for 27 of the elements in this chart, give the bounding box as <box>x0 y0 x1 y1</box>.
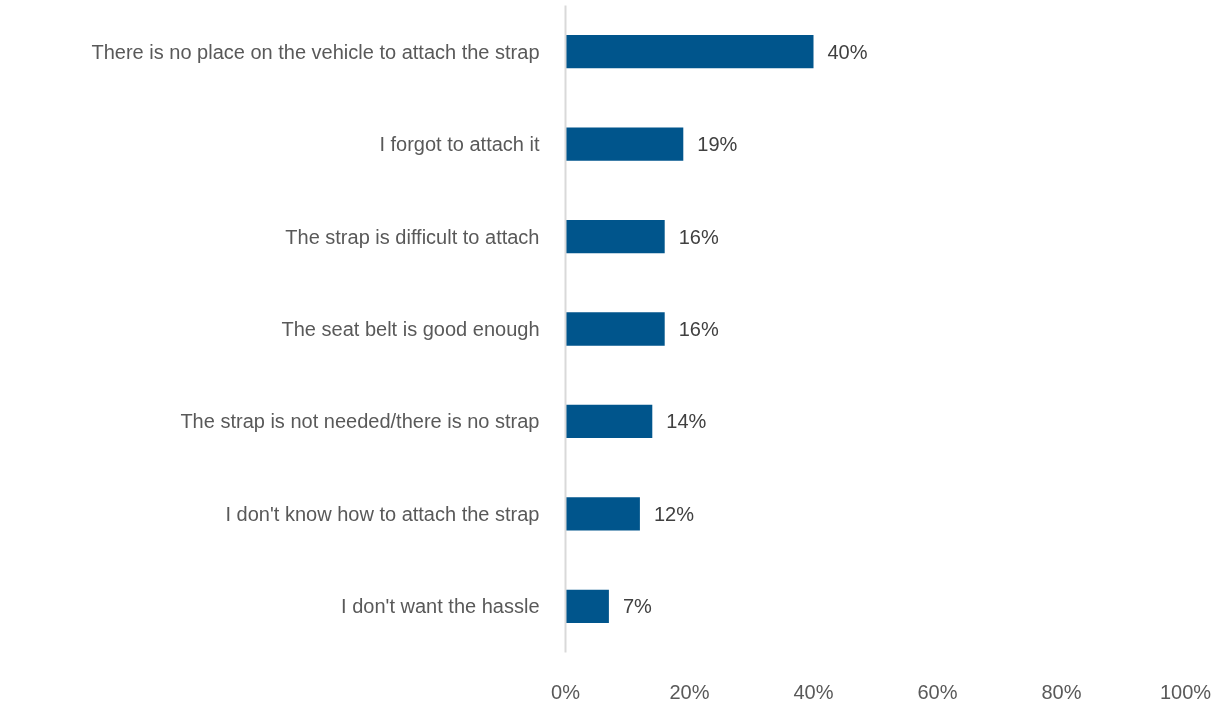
bar <box>565 589 609 623</box>
bar <box>565 219 665 254</box>
x-tick-label: 100% <box>1159 680 1212 703</box>
data-label: 14% <box>666 410 707 433</box>
y-tick-label: The seat belt is good enough <box>281 318 540 340</box>
y-tick-label: I don't know how to attach the strap <box>225 502 540 525</box>
y-tick-label: There is no place on the vehicle to attach the strap <box>91 40 540 63</box>
x-tick-label: 40% <box>793 680 834 703</box>
data-label: 16% <box>678 225 719 248</box>
bar <box>565 35 814 69</box>
y-tick-label: The strap is difficult to attach <box>285 225 540 248</box>
x-tick-label: 20% <box>669 680 710 703</box>
data-label: 16% <box>678 318 719 340</box>
y-tick-label: I forgot to attach it <box>379 133 540 156</box>
data-label: 12% <box>653 502 695 525</box>
bar <box>565 127 684 161</box>
x-tick-label: 0% <box>551 680 581 703</box>
data-label: 19% <box>697 133 738 156</box>
x-tick-label: 60% <box>917 680 958 703</box>
bar <box>565 404 653 439</box>
bar <box>565 497 640 531</box>
x-tick-label: 80% <box>1041 680 1082 703</box>
y-tick-label: The strap is not needed/there is no strap <box>180 410 540 433</box>
data-label: 40% <box>827 40 868 63</box>
data-label: 7% <box>622 595 653 618</box>
bar <box>565 312 665 346</box>
y-tick-label: I don't want the hassle <box>341 595 540 618</box>
